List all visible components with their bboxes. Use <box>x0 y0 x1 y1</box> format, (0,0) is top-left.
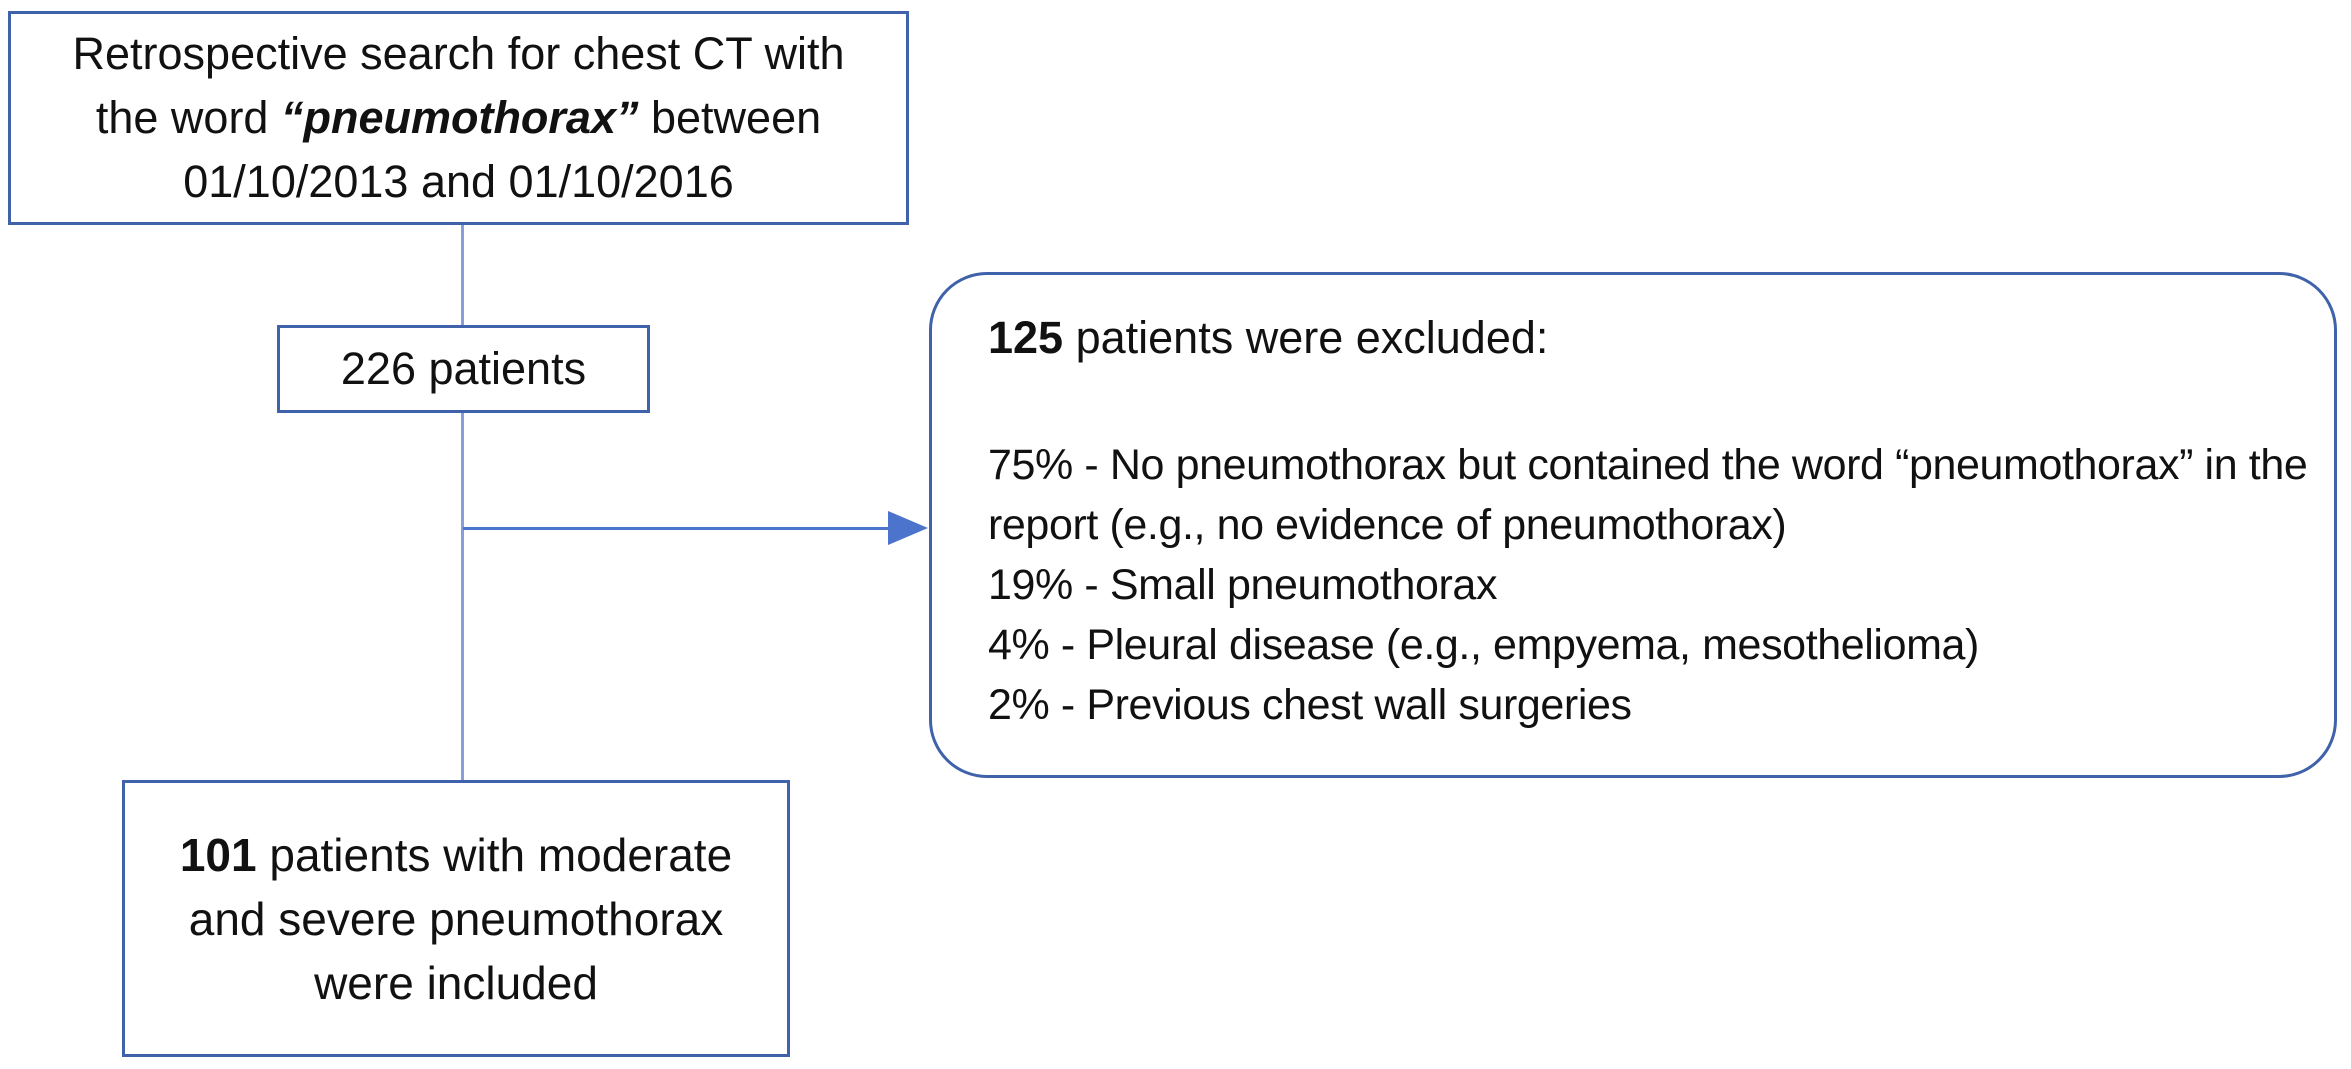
search-criteria-line1: Retrospective search for chest CT with <box>72 28 845 79</box>
exclusion-item-no-pneumothorax-cont: report (e.g., no evidence of pneumothora… <box>988 501 1787 549</box>
included-line1: 101 patients with moderate <box>180 823 732 887</box>
excluded-count: 125 <box>988 312 1064 363</box>
exclusion-item-no-pneumothorax: 75% - No pneumothorax but contained the … <box>988 441 2308 489</box>
patient-count-label: 226 patients <box>340 343 587 394</box>
exclusion-item-small-pneumothorax: 19% - Small pneumothorax <box>988 561 1498 609</box>
exclusion-title-text: patients were excluded: <box>1063 312 1549 363</box>
connector-count-to-included <box>461 413 464 780</box>
exclusion-spacer <box>988 369 2294 435</box>
search-criteria-line2: the word “pneumothorax” between <box>96 86 821 150</box>
included-count: 101 <box>179 828 257 881</box>
search-criteria-line2-suffix: between <box>638 92 822 143</box>
search-date-range: 01/10/2013 and 01/10/2016 <box>183 156 734 207</box>
search-keyword: “pneumothorax” <box>280 92 639 143</box>
search-criteria-line2-prefix: the word <box>95 92 281 143</box>
included-line2: and severe pneumothorax <box>188 892 724 945</box>
exclusion-box: 125 patients were excluded: 75% - No pne… <box>929 272 2337 778</box>
exclusion-item-pleural-disease: 4% - Pleural disease (e.g., empyema, mes… <box>988 621 1979 669</box>
included-box: 101 patients with moderate and severe pn… <box>122 780 790 1057</box>
arrowhead-icon <box>888 511 928 545</box>
included-line1-text: patients with moderate <box>256 828 733 881</box>
exclusion-title: 125 patients were excluded: <box>988 307 2294 369</box>
connector-search-to-count <box>461 225 464 325</box>
included-line3: were included <box>314 956 598 1009</box>
patient-count-box: 226 patients <box>277 325 650 413</box>
exclusion-item-chest-wall-surgeries: 2% - Previous chest wall surgeries <box>988 681 1632 729</box>
exclusion-arrow-line <box>463 527 895 530</box>
search-criteria-box: Retrospective search for chest CT with t… <box>8 11 909 225</box>
